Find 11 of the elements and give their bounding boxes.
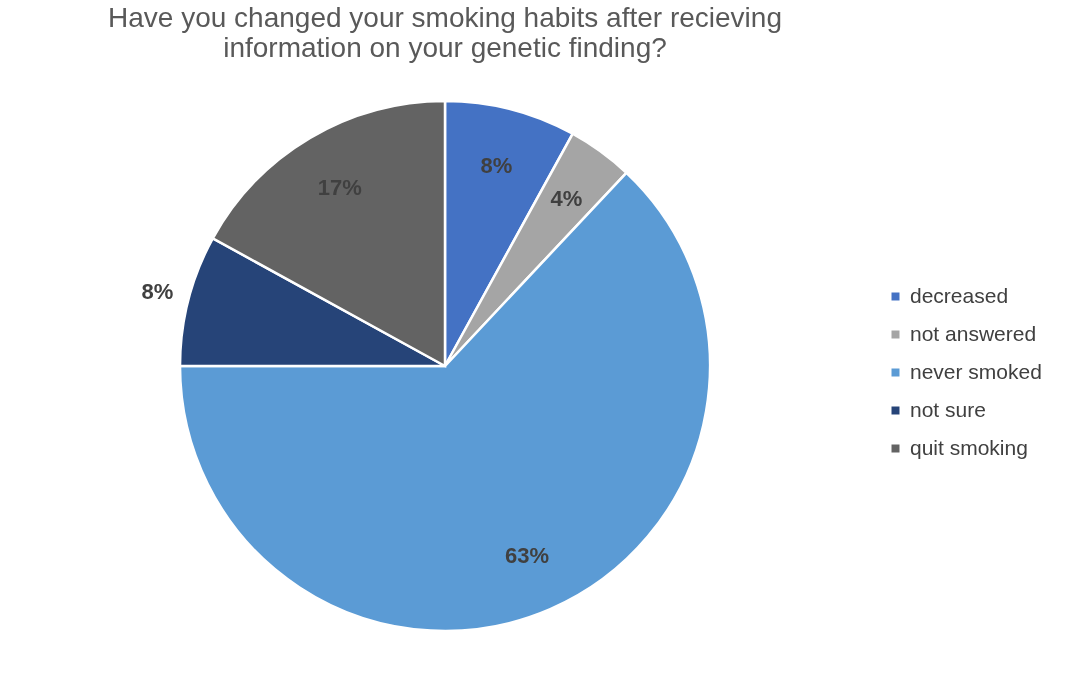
legend-label: not sure <box>910 397 986 421</box>
legend-label: decreased <box>910 283 1009 307</box>
data-label: 8% <box>141 279 174 305</box>
data-label: 8% <box>480 152 513 178</box>
legend-label: quit smoking <box>910 435 1028 459</box>
legend-label: never smoked <box>910 359 1042 383</box>
data-label: 4% <box>550 185 583 211</box>
legend-label: not answered <box>910 321 1037 345</box>
text: information on your genetic finding? <box>223 32 667 64</box>
text: Have you changed your smoking habits after recieving <box>108 2 782 34</box>
data-label: 63% <box>505 542 550 568</box>
